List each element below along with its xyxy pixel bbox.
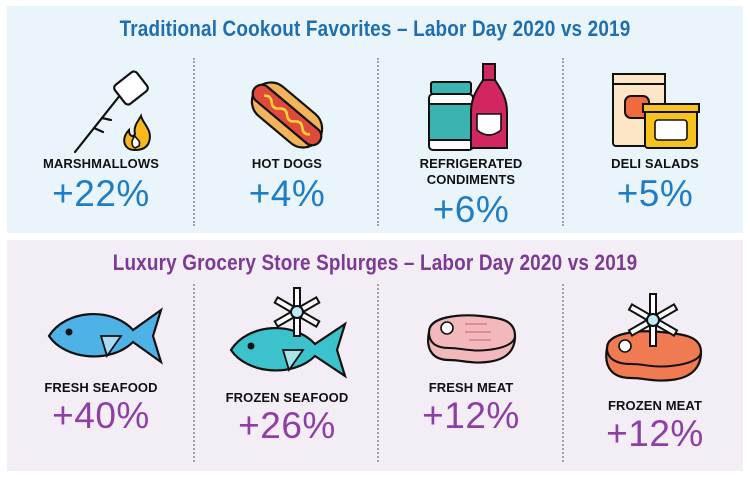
item-label: FROZEN SEAFOOD: [225, 390, 349, 405]
item-value: +5%: [616, 173, 694, 214]
item-frozen-seafood: FROZEN SEAFOOD +26%: [197, 240, 377, 471]
frozen-steak-icon: [605, 293, 703, 382]
steak-icon: [427, 314, 517, 364]
item-label-line2: CONDIMENTS: [426, 172, 516, 187]
item-label-line1: REFRIGERATED: [419, 156, 523, 171]
fish-icon: [47, 307, 164, 365]
item-fresh-seafood: FRESH SEAFOOD +40%: [11, 240, 191, 471]
deli-containers-icon: [612, 73, 700, 149]
item-label: FROZEN MEAT: [607, 398, 703, 413]
item-value: +6%: [432, 189, 510, 230]
frozen-fish-icon: [229, 287, 347, 379]
divider: [562, 284, 564, 462]
hot-dog-icon: [250, 81, 324, 149]
item-deli-salads: DELI SALADS +5%: [565, 6, 745, 233]
splurges-title: Luxury Grocery Store Splurges – Labor Da…: [112, 250, 638, 275]
item-value: +26%: [238, 405, 336, 446]
item-value: +4%: [248, 173, 326, 214]
divider: [193, 58, 195, 226]
item-value: +12%: [606, 413, 704, 454]
marshmallow-on-stick-icon: [73, 70, 151, 154]
item-label: HOT DOGS: [251, 156, 323, 171]
divider: [377, 284, 379, 462]
item-label: FRESH SEAFOOD: [44, 380, 158, 395]
item-label: DELI SALADS: [611, 156, 699, 171]
condiment-jar-bottle-icon: [428, 63, 508, 151]
item-value: +22%: [52, 173, 150, 214]
divider: [193, 284, 195, 462]
cookout-title: Traditional Cookout Favorites – Labor Da…: [119, 16, 631, 41]
item-hot-dogs: HOT DOGS +4%: [197, 6, 377, 233]
item-label: MARSHMALLOWS: [42, 156, 160, 171]
divider: [377, 58, 379, 226]
item-refrigerated-condiments: REFRIGERATED CONDIMENTS +6%: [381, 6, 561, 233]
item-frozen-meat: FROZEN MEAT +12%: [565, 240, 745, 471]
item-fresh-meat: FRESH MEAT +12%: [381, 240, 561, 471]
divider: [562, 58, 564, 226]
item-value: +12%: [422, 395, 520, 436]
item-label: FRESH MEAT: [428, 380, 514, 395]
item-value: +40%: [52, 395, 150, 436]
splurges-panel: Luxury Grocery Store Splurges – Labor Da…: [7, 240, 743, 471]
item-marshmallows: MARSHMALLOWS +22%: [11, 6, 191, 233]
cookout-panel: Traditional Cookout Favorites – Labor Da…: [7, 6, 743, 233]
